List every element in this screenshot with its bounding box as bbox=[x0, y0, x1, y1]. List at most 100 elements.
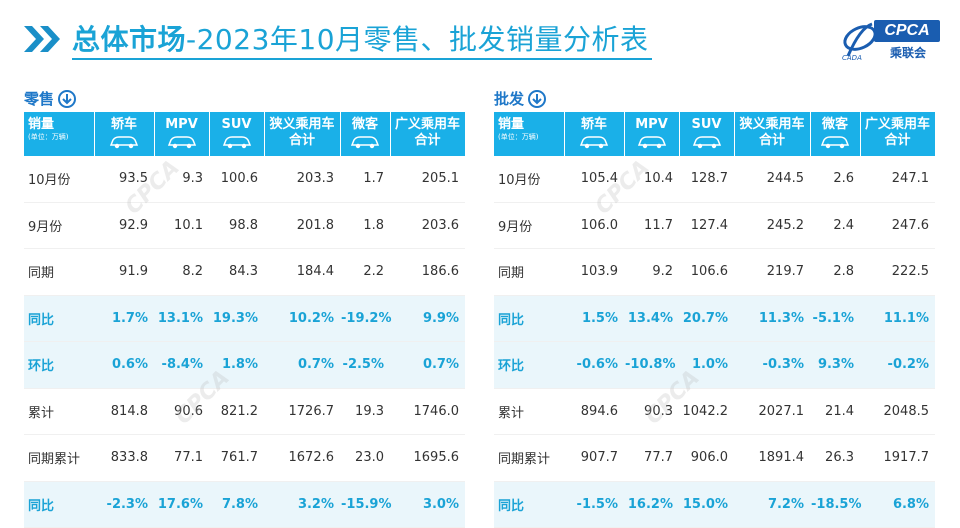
double-chevron-icon bbox=[24, 26, 60, 52]
table-cell: 1.0% bbox=[679, 341, 734, 389]
table-cell: 821.2 bbox=[209, 388, 264, 435]
table-cell: 26.3 bbox=[810, 434, 860, 482]
table-cell: 814.8 bbox=[94, 388, 154, 435]
table-cell: 10.2% bbox=[264, 295, 340, 342]
table-cell: 19.3% bbox=[209, 295, 264, 342]
table-cell: 20.7% bbox=[679, 295, 734, 342]
table-cell: 2.6 bbox=[810, 156, 860, 203]
col-header-mpv: MPV bbox=[154, 112, 210, 156]
table-cell: 833.8 bbox=[94, 434, 154, 482]
table-cell: -0.6% bbox=[564, 341, 624, 389]
row-label: 同期累计 bbox=[24, 434, 94, 482]
table-row: 同期累计 833.8 77.1 761.7 1672.6 23.0 1695.6 bbox=[24, 434, 465, 482]
row-label: 同期累计 bbox=[494, 434, 564, 482]
table-cell: 1726.7 bbox=[264, 388, 340, 435]
table-cell: 1.7% bbox=[94, 295, 154, 342]
table-cell: 90.3 bbox=[624, 388, 679, 435]
retail-label: 零售 bbox=[24, 90, 55, 108]
table-cell: 203.3 bbox=[264, 156, 340, 203]
table-cell: 3.2% bbox=[264, 481, 340, 528]
table-cell: 2048.5 bbox=[860, 388, 935, 435]
row-label: 同期 bbox=[24, 248, 94, 296]
col-header-mpv: MPV bbox=[624, 112, 680, 156]
table-cell: 0.6% bbox=[94, 341, 154, 389]
logo-cn: 乘联会 bbox=[890, 46, 927, 60]
row-label: 10月份 bbox=[494, 156, 564, 203]
table-cell: 16.2% bbox=[624, 481, 679, 528]
col-label-2: 合计 bbox=[884, 133, 911, 148]
table-cell: 1672.6 bbox=[264, 434, 340, 482]
col-sublabel: (单位：万辆) bbox=[28, 133, 69, 141]
table-cell: 1.8% bbox=[209, 341, 264, 389]
row-label: 同比 bbox=[494, 295, 564, 342]
table-cell: 77.1 bbox=[154, 434, 209, 482]
table-cell: 906.0 bbox=[679, 434, 734, 482]
row-label: 9月份 bbox=[494, 202, 564, 249]
table-cell: 3.0% bbox=[390, 481, 465, 528]
arrow-down-circle-icon bbox=[58, 89, 77, 108]
col-header-suv: SUV bbox=[209, 112, 265, 156]
col-label: 狭义乘用车 bbox=[269, 117, 335, 132]
table-cell: 9.2 bbox=[624, 248, 679, 296]
table-cell: 201.8 bbox=[264, 202, 340, 249]
car-icon bbox=[637, 136, 666, 149]
table-cell: 247.1 bbox=[860, 156, 935, 203]
col-label: SUV bbox=[221, 117, 252, 132]
table-row: 同比 -1.5% 16.2% 15.0% 7.2% -18.5% 6.8% bbox=[494, 481, 935, 528]
table-cell: 0.7% bbox=[264, 341, 340, 389]
col-header-broad-total: 广义乘用车 合计 bbox=[390, 112, 466, 156]
car-icon bbox=[167, 136, 196, 149]
table-cell: 245.2 bbox=[734, 202, 810, 249]
table-cell: 2027.1 bbox=[734, 388, 810, 435]
col-label: 轿车 bbox=[110, 117, 137, 132]
table-cell: 1.7 bbox=[340, 156, 390, 203]
col-header-sedan: 轿车 bbox=[564, 112, 625, 156]
header-row: 销量 (单位：万辆) 轿车 MPV SUV 狭义乘用车 合计 微客 广义乘用车 合计 bbox=[494, 112, 936, 156]
row-label: 同比 bbox=[494, 481, 564, 528]
table-cell: 9.3 bbox=[154, 156, 209, 203]
table-cell: 0.7% bbox=[390, 341, 465, 389]
table-cell: 1.5% bbox=[564, 295, 624, 342]
table-cell: 8.2 bbox=[154, 248, 209, 296]
table-cell: 7.8% bbox=[209, 481, 264, 528]
row-label: 同比 bbox=[24, 481, 94, 528]
table-cell: 92.9 bbox=[94, 202, 154, 249]
car-icon bbox=[109, 136, 139, 149]
page-title: 总体市场-2023年10月零售、批发销量分析表 bbox=[72, 18, 649, 58]
title-bold: 总体市场 bbox=[72, 23, 187, 56]
table-cell: 90.6 bbox=[154, 388, 209, 435]
row-label: 累计 bbox=[24, 388, 94, 435]
table-cell: -8.4% bbox=[154, 341, 209, 389]
col-label: 广义乘用车 bbox=[394, 117, 460, 132]
table-row: 环比 -0.6% -10.8% 1.0% -0.3% 9.3% -0.2% bbox=[494, 341, 935, 389]
table-row: 同期 91.9 8.2 84.3 184.4 2.2 186.6 bbox=[24, 248, 465, 296]
col-label: 轿车 bbox=[580, 117, 607, 132]
table-cell: 1746.0 bbox=[390, 388, 465, 435]
table-cell: 2.2 bbox=[340, 248, 390, 296]
table-cell: 127.4 bbox=[679, 202, 734, 249]
header-row: 销量 (单位：万辆) 轿车 MPV SUV 狭义乘用车 合计 微客 广义乘用车 合计 bbox=[24, 112, 466, 156]
row-label: 同比 bbox=[24, 295, 94, 342]
row-label: 累计 bbox=[494, 388, 564, 435]
row-label: 环比 bbox=[494, 341, 564, 389]
table-cell: 186.6 bbox=[390, 248, 465, 296]
col-label: SUV bbox=[691, 117, 722, 132]
col-header-narrow-total: 狭义乘用车 合计 bbox=[264, 112, 341, 156]
table-cell: 106.0 bbox=[564, 202, 624, 249]
car-icon bbox=[222, 136, 251, 149]
table-cell: -10.8% bbox=[624, 341, 679, 389]
table-row: 同比 -2.3% 17.6% 7.8% 3.2% -15.9% 3.0% bbox=[24, 481, 465, 528]
car-icon bbox=[692, 136, 721, 149]
row-label: 9月份 bbox=[24, 202, 94, 249]
title-bar: 总体市场-2023年10月零售、批发销量分析表 CPCA 乘联会 CADA bbox=[0, 0, 960, 80]
table-cell: 10.4 bbox=[624, 156, 679, 203]
cpca-logo: CPCA 乘联会 CADA bbox=[840, 18, 944, 64]
table-cell: 907.7 bbox=[564, 434, 624, 482]
table-cell: 11.3% bbox=[734, 295, 810, 342]
col-label: 微客 bbox=[821, 117, 848, 132]
row-label: 10月份 bbox=[24, 156, 94, 203]
table-cell: 761.7 bbox=[209, 434, 264, 482]
table-row: 10月份 93.5 9.3 100.6 203.3 1.7 205.1 bbox=[24, 156, 465, 203]
table-cell: 222.5 bbox=[860, 248, 935, 296]
table-cell: 11.1% bbox=[860, 295, 935, 342]
